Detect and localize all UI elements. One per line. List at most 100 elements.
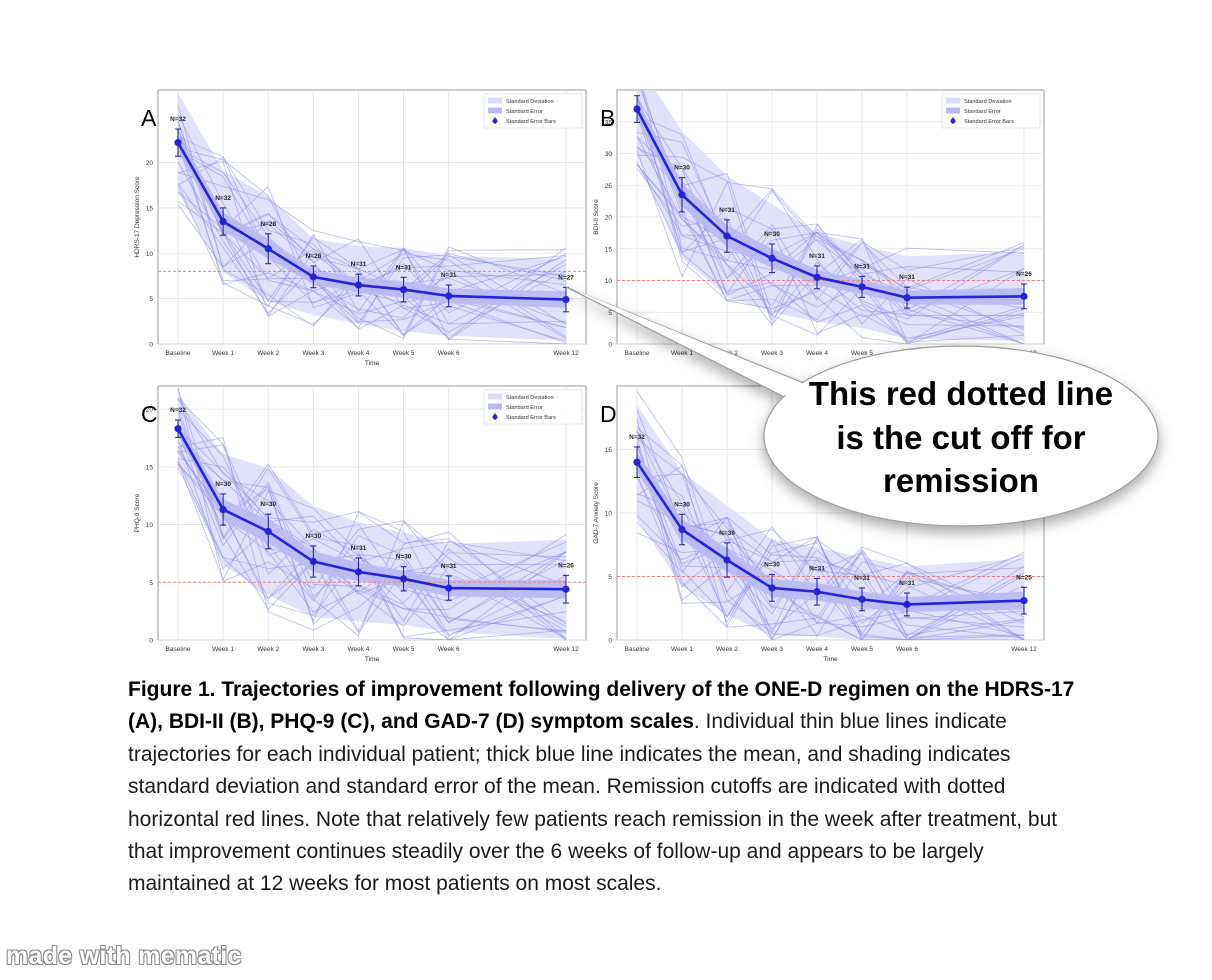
x-tick-label: Week 4 xyxy=(348,646,370,653)
mean-point xyxy=(354,568,363,576)
n-label: N=31 xyxy=(854,263,870,270)
y-tick-label: 0 xyxy=(608,342,612,349)
x-tick-label: Week 5 xyxy=(393,350,415,357)
patient-line xyxy=(177,147,567,325)
y-tick-label: 15 xyxy=(605,246,613,253)
x-tick-label: Week 1 xyxy=(212,646,234,653)
y-tick-label: 10 xyxy=(146,251,154,258)
mean-point xyxy=(399,285,408,294)
mean-point xyxy=(768,584,776,592)
patient-line xyxy=(636,532,1025,639)
plot-area: N=32 N=30 N=30 N=30 N=31 N=31 N=31 N=25 xyxy=(617,391,1044,640)
n-label: N=32 xyxy=(170,116,186,123)
n-label: N=28 xyxy=(305,253,321,260)
patient-line xyxy=(636,465,1025,640)
n-label: N=31 xyxy=(854,575,870,582)
x-tick-label: Week 3 xyxy=(761,350,783,357)
patient-line xyxy=(636,391,1025,640)
y-axis-label: HDRS-17 Depression Score xyxy=(134,176,141,258)
y-tick-label: 20 xyxy=(605,215,613,222)
mean-point xyxy=(768,254,776,262)
patient-line xyxy=(177,104,567,342)
mean-point xyxy=(562,295,570,304)
n-label: N=31 xyxy=(809,253,825,260)
mean-line xyxy=(176,141,567,301)
y-axis-label: PHQ-9 Score xyxy=(134,493,141,532)
patient-line xyxy=(642,90,1025,343)
y-tick-label: 10 xyxy=(605,511,613,518)
mean-point xyxy=(633,105,641,113)
patient-line xyxy=(177,398,567,640)
caption-title: Figure 1. Trajectories of improvement fo… xyxy=(128,678,1075,734)
mean-point xyxy=(309,273,317,281)
legend-entry: Standard Error Bars xyxy=(506,415,556,421)
patient-line xyxy=(636,95,1025,310)
n-label: N=28 xyxy=(260,221,276,228)
caption-body: . Individual thin blue lines indicate tr… xyxy=(128,710,1058,896)
callout-bubble xyxy=(565,286,1159,527)
y-axis-label: GAD-7 Anxiety Score xyxy=(593,482,600,544)
legend-point-swatch xyxy=(950,118,956,124)
n-label: N=31 xyxy=(441,563,457,570)
x-tick-label: Week 1 xyxy=(671,350,693,357)
mean-point xyxy=(399,575,408,583)
legend-entry: Standard Error xyxy=(506,109,543,115)
y-tick-label: 0 xyxy=(608,638,612,645)
y-tick-label: 15 xyxy=(605,447,613,454)
y-tick-label: 30 xyxy=(605,151,613,158)
patient-line xyxy=(177,120,567,339)
mean-line xyxy=(176,428,567,591)
n-label: N=25 xyxy=(1016,574,1032,581)
patient-line xyxy=(177,143,567,330)
patient-line xyxy=(636,150,1025,291)
mean-point xyxy=(678,191,686,199)
x-tick-label: Baseline xyxy=(166,350,191,357)
mean-point xyxy=(445,584,453,592)
se-band xyxy=(178,422,566,599)
legend-swatch xyxy=(488,107,502,114)
x-axis-label: Time xyxy=(365,656,380,663)
mean-point xyxy=(813,588,821,596)
legend-entry: Standard Error Bars xyxy=(506,119,556,125)
mean-point xyxy=(219,505,227,514)
legend-entry: Standard Deviation xyxy=(506,99,554,105)
legend-entry: Standard Error xyxy=(506,405,543,411)
n-label: N=30 xyxy=(764,231,780,238)
y-tick-label: 35 xyxy=(605,119,613,126)
sd-band xyxy=(637,90,1024,341)
n-label: N=31 xyxy=(441,272,457,279)
legend-entry: Standard Error xyxy=(964,109,1001,115)
panel-letter: D xyxy=(600,401,617,427)
patient-line xyxy=(177,437,567,639)
mean-line xyxy=(635,461,1025,606)
mean-point xyxy=(723,232,731,240)
y-tick-label: 5 xyxy=(608,574,612,581)
panel-letter: C xyxy=(141,401,158,427)
x-tick-label: Week 3 xyxy=(761,646,783,653)
y-tick-label: 25 xyxy=(605,183,613,190)
legend-point-swatch xyxy=(492,118,498,124)
plot-area: N=32N=30N=31N=30N=31N=31N=31 N=26 xyxy=(617,90,1044,344)
patient-line xyxy=(177,136,567,337)
patient-line xyxy=(636,164,1025,336)
x-tick-label: Baseline xyxy=(625,646,650,653)
y-tick-label: 5 xyxy=(149,296,153,303)
y-tick-label: 20 xyxy=(146,160,154,167)
mean-point xyxy=(903,600,911,609)
n-label: N=27 xyxy=(558,274,574,281)
x-tick-label: Week 2 xyxy=(716,646,738,653)
x-axis-label: Time xyxy=(823,656,838,663)
patient-line xyxy=(177,442,567,605)
n-label: N=31 xyxy=(809,565,825,572)
n-label: N=31 xyxy=(899,580,915,587)
legend-swatch xyxy=(488,403,502,410)
y-tick-label: 5 xyxy=(149,580,153,587)
patient-line xyxy=(636,473,1025,640)
x-tick-label: Week 2 xyxy=(257,646,279,653)
patient-line xyxy=(177,204,567,325)
y-tick-label: 15 xyxy=(146,464,154,471)
n-label: N=32 xyxy=(215,195,231,202)
mean-point xyxy=(678,525,686,534)
x-tick-label: Week 5 xyxy=(851,350,873,357)
